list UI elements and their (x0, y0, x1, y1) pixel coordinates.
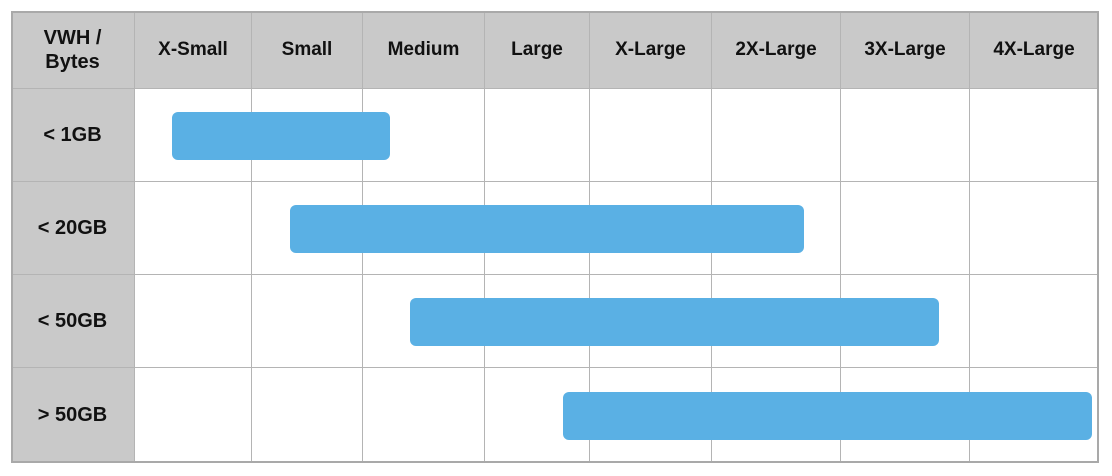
grid-cell (252, 368, 363, 463)
range-bar (410, 298, 939, 346)
range-bar (290, 205, 804, 253)
grid-cell (485, 89, 590, 182)
range-bar (563, 392, 1092, 440)
column-header: Small (252, 11, 363, 89)
grid-cell (970, 275, 1099, 368)
grid-cell (970, 89, 1099, 182)
range-bar (172, 112, 390, 160)
column-header: X-Large (590, 11, 712, 89)
grid-cell (970, 182, 1099, 275)
row-header: < 20GB (11, 182, 135, 275)
grid-cell (135, 182, 252, 275)
column-header: 4X-Large (970, 11, 1099, 89)
column-header: X-Small (135, 11, 252, 89)
grid-cell (135, 368, 252, 463)
row-header: < 50GB (11, 275, 135, 368)
grid-cell (590, 89, 712, 182)
grid-cell (712, 89, 841, 182)
grid-cell (135, 275, 252, 368)
corner-header-line-1: VWH / (43, 26, 102, 49)
corner-header-line-2: Bytes (45, 50, 100, 73)
grid-cell (363, 368, 485, 463)
grid-cell (841, 182, 970, 275)
row-header: > 50GB (11, 368, 135, 463)
row-header: < 1GB (11, 89, 135, 182)
grid-cell (841, 89, 970, 182)
grid-cell (252, 275, 363, 368)
column-header: Large (485, 11, 590, 89)
corner-header: VWH / Bytes (11, 11, 135, 89)
column-header: 3X-Large (841, 11, 970, 89)
column-header: 2X-Large (712, 11, 841, 89)
column-header: Medium (363, 11, 485, 89)
